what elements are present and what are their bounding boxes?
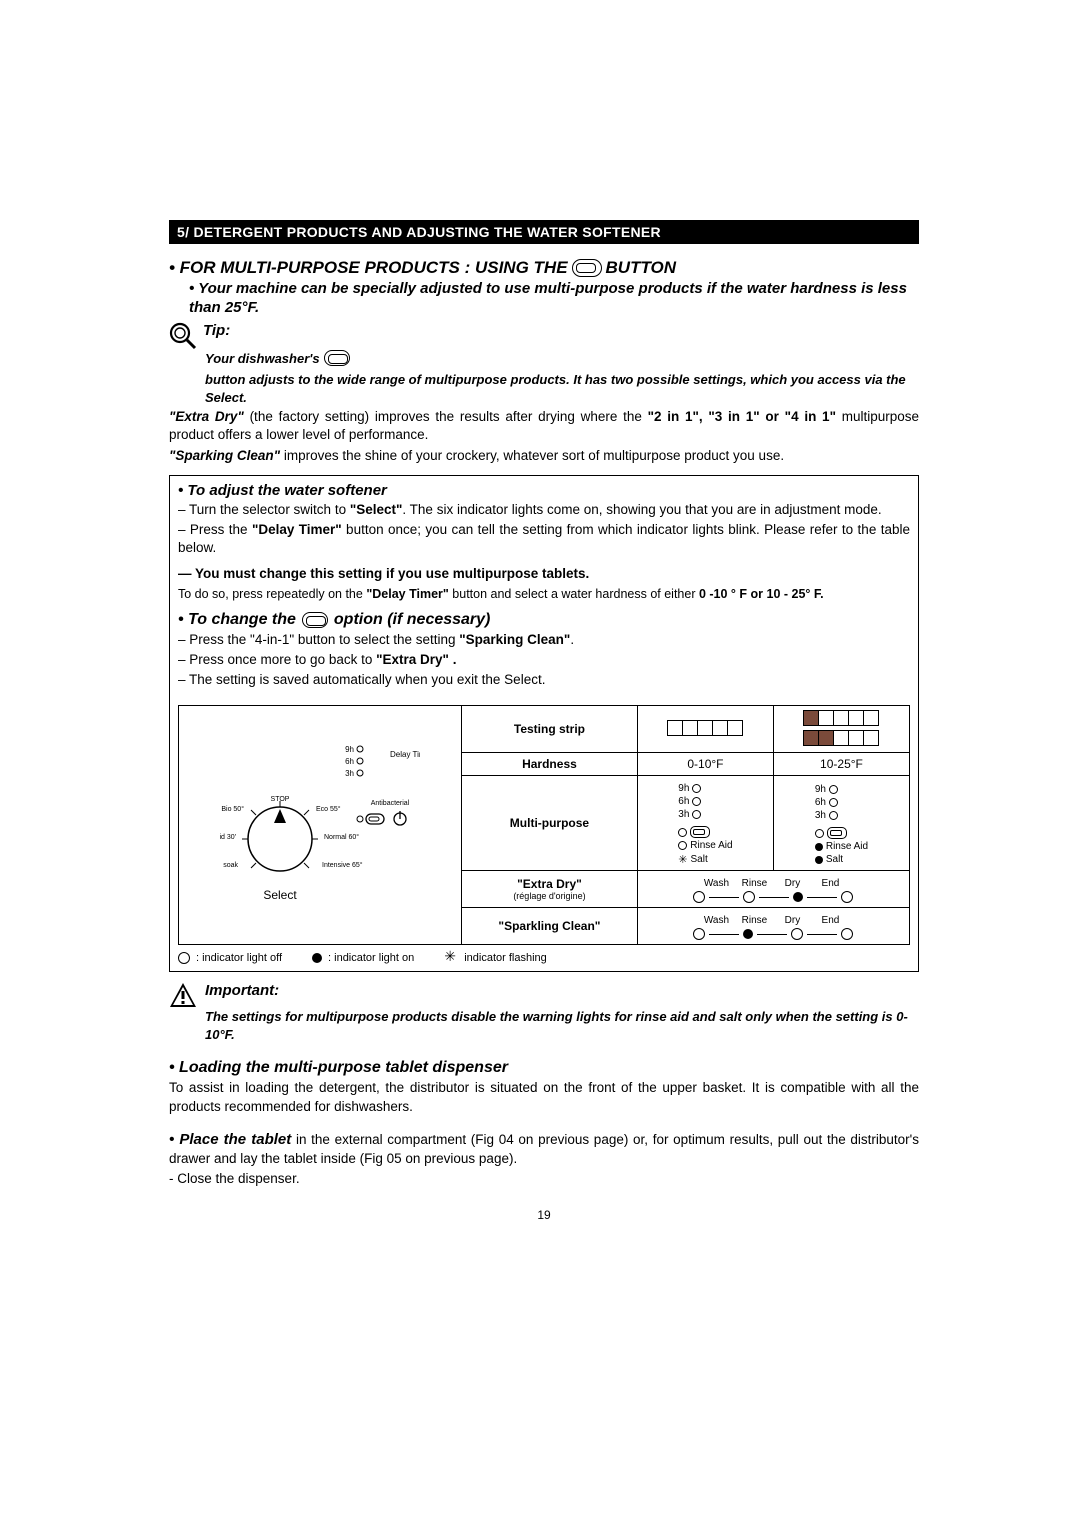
change-heading: • To change the option (if necessary): [178, 611, 910, 629]
l3c: button and select a water hardness of ei…: [449, 587, 699, 601]
para1-mid: (the factory setting) improves the resul…: [244, 409, 648, 424]
para1-prefix: "Extra Dry": [169, 409, 244, 424]
row-hardness: Hardness: [462, 753, 638, 776]
legend-on: : indicator light on: [328, 952, 414, 964]
para2-prefix: "Sparking Clean": [169, 448, 280, 463]
tablet-icon: [572, 259, 602, 277]
row-sparkling: "Sparkling Clean": [462, 908, 638, 945]
svg-text:9h: 9h: [345, 745, 354, 754]
heading-suffix: BUTTON: [606, 258, 677, 278]
strip-10-25: [773, 706, 909, 753]
row-testing-strip: Testing strip: [462, 706, 638, 753]
loading-text: To assist in loading the detergent, the …: [169, 1079, 919, 1115]
para1-bold: "2 in 1", "3 in 1" or "4 in 1": [648, 409, 836, 424]
extra-dry-prog: Wash Rinse Dry End: [637, 871, 909, 908]
svg-text:Bio 50°: Bio 50°: [221, 805, 244, 813]
tip-suffix: button adjusts to the wide range of mult…: [205, 371, 919, 406]
adjust-heading: • To adjust the water softener: [178, 482, 910, 499]
l3b: "Delay Timer": [366, 587, 449, 601]
loading-heading: • Loading the multi-purpose tablet dispe…: [169, 1059, 919, 1077]
svg-text:Select: Select: [263, 888, 297, 902]
important-text: The settings for multipurpose products d…: [205, 1008, 919, 1043]
h2post: option (if necessary): [334, 611, 490, 629]
important-label: Important:: [205, 982, 279, 999]
strip-0-10: [637, 706, 773, 753]
sub-heading: • Your machine can be specially adjusted…: [189, 280, 919, 318]
hardness-10-25: 10-25°F: [773, 753, 909, 776]
svg-text:Intensive 65°: Intensive 65°: [322, 861, 363, 869]
adjust-line1: – Turn the selector switch to "Select". …: [178, 501, 910, 519]
l2b: "Delay Timer": [252, 522, 342, 537]
c1b: "Sparking Clean": [459, 632, 570, 647]
row-multipurpose: Multi-purpose: [462, 776, 638, 871]
dial-cell: 9h 6h 3h Delay Timer STOP Bio 50° Eco 55…: [179, 706, 462, 945]
flash-icon: [444, 951, 458, 965]
tip-label: Tip:: [203, 322, 230, 339]
svg-text:Eco 55°: Eco 55°: [316, 805, 341, 813]
c1c: .: [570, 632, 574, 647]
para-sparkling: "Sparking Clean" improves the shine of y…: [169, 447, 919, 465]
svg-text:Delay Timer: Delay Timer: [390, 750, 420, 759]
tip-text: Your dishwasher's button adjusts to the …: [205, 350, 919, 407]
change-l2: – Press once more to go back to "Extra D…: [178, 651, 910, 669]
adjust-line2: – Press the "Delay Timer" button once; y…: [178, 521, 910, 557]
sparkling-prog: Wash Rinse Dry End: [637, 908, 909, 945]
extra-dry-label: "Extra Dry": [468, 877, 631, 891]
place-lead: • Place the tablet: [169, 1131, 291, 1148]
magnify-icon: [169, 322, 197, 350]
l2a: – Press the: [178, 522, 252, 537]
l3a: To do so, press repeatedly on the: [178, 587, 366, 601]
change-l3: – The setting is saved automatically whe…: [178, 671, 910, 689]
c1a: – Press the "4-in-1" button to select th…: [178, 632, 459, 647]
c2a: – Press once more to go back to: [178, 652, 376, 667]
svg-text:Antibacterial: Antibacterial: [371, 800, 410, 807]
svg-text:soak: soak: [223, 862, 238, 869]
svg-text:6h: 6h: [345, 757, 354, 766]
l1b: "Select": [350, 502, 403, 517]
h2pre: • To change the: [178, 611, 296, 629]
mp-10-25: 9h 6h 3h Rinse Aid Salt: [773, 776, 909, 871]
heading-prefix: • FOR MULTI-PURPOSE PRODUCTS : USING THE: [169, 258, 568, 278]
tablet-icon: [324, 350, 350, 366]
l1c: . The six indicator lights come on, show…: [402, 502, 881, 517]
instruction-box: • To adjust the water softener – Turn th…: [169, 475, 919, 972]
mp-0-10: 9h 6h 3h Rinse Aid ✳Salt: [637, 776, 773, 871]
place-text: • Place the tablet in the external compa…: [169, 1130, 919, 1168]
close-text: - Close the dispenser.: [169, 1170, 919, 1188]
dial-diagram: 9h 6h 3h Delay Timer STOP Bio 50° Eco 55…: [220, 739, 420, 909]
tablet-icon: [302, 612, 328, 628]
settings-table: 9h 6h 3h Delay Timer STOP Bio 50° Eco 55…: [178, 705, 910, 945]
page-number: 19: [169, 1208, 919, 1222]
svg-text:Normal 60°: Normal 60°: [324, 833, 359, 841]
warning-icon: [169, 982, 197, 1008]
change-l1: – Press the "4-in-1" button to select th…: [178, 631, 910, 649]
svg-text:3h: 3h: [345, 769, 354, 778]
l3d: 0 -10 ° F or 10 - 25° F.: [699, 587, 824, 601]
para-extra-dry: "Extra Dry" (the factory setting) improv…: [169, 408, 919, 444]
row-extra-dry: "Extra Dry" (réglage d'origine): [462, 871, 638, 908]
main-heading: • FOR MULTI-PURPOSE PRODUCTS : USING THE…: [169, 258, 919, 278]
c2b: "Extra Dry" .: [376, 652, 456, 667]
l1a: – Turn the selector switch to: [178, 502, 350, 517]
legend-off: : indicator light off: [196, 952, 282, 964]
legend: : indicator light off : indicator light …: [178, 951, 910, 965]
hardness-0-10: 0-10°F: [637, 753, 773, 776]
adjust-line3: To do so, press repeatedly on the "Delay…: [178, 586, 910, 603]
section-header: 5/ DETERGENT PRODUCTS AND ADJUSTING THE …: [169, 220, 919, 244]
adjust-warn: — You must change this setting if you us…: [178, 565, 910, 583]
extra-dry-sub: (réglage d'origine): [468, 891, 631, 901]
para2-rest: improves the shine of your crockery, wha…: [280, 448, 784, 463]
warn: — You must change this setting if you us…: [178, 566, 589, 581]
tip-prefix: Your dishwasher's: [205, 350, 320, 368]
legend-flash: indicator flashing: [464, 952, 547, 964]
svg-text:Rapid 30': Rapid 30': [220, 834, 236, 841]
